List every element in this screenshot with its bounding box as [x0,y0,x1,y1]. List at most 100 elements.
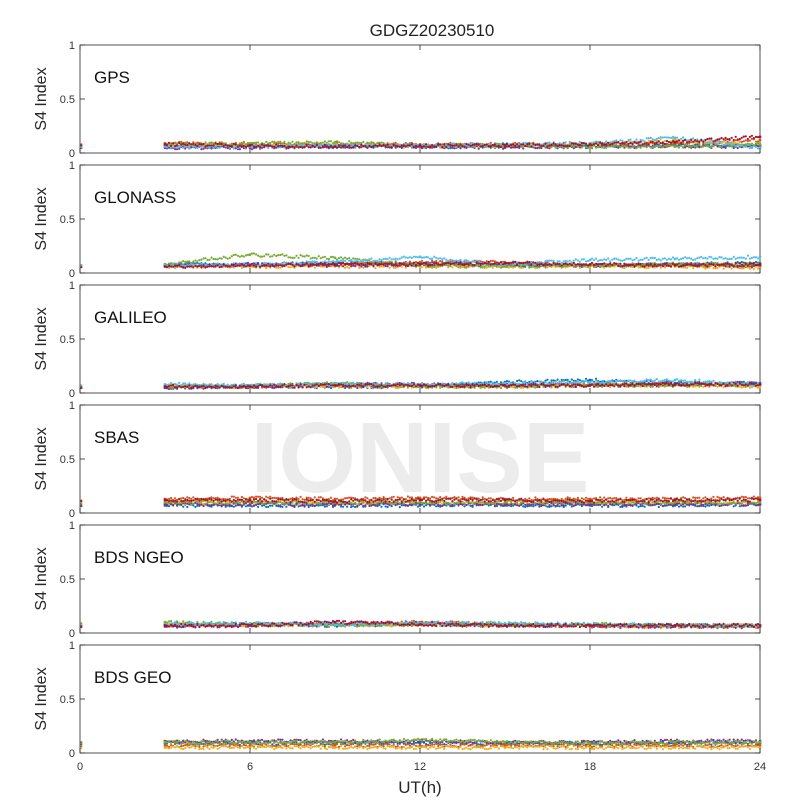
data-point [730,136,733,139]
data-point [740,144,743,147]
data-point [756,257,760,260]
data-point [556,262,559,265]
data-point [633,141,636,144]
data-point [471,142,474,145]
data-point [578,260,582,263]
data-point [684,256,687,259]
data-point [568,259,571,262]
data-point [615,262,618,265]
data-point [433,255,436,258]
data-point [277,254,280,257]
data-point [758,266,762,269]
data-point [505,262,509,265]
data-point [708,142,711,145]
data-point [534,267,537,270]
data-point [165,144,169,147]
data-point [570,142,573,145]
data-point [240,263,243,266]
data-point [728,265,731,268]
data-point [390,262,393,265]
data-point [669,263,673,266]
data-point [497,262,500,266]
data-point [595,265,598,268]
data-point [238,264,241,267]
data-point [475,145,478,148]
data-point [732,142,735,145]
data-point [677,146,681,149]
data-point [216,258,219,261]
data-point [331,142,335,145]
data-point [362,260,365,263]
data-point [702,262,705,265]
data-point [388,266,391,269]
data-point [406,146,409,149]
data-point [556,378,559,381]
data-point [675,145,679,148]
data-point [485,143,488,146]
data-point [667,136,671,139]
data-point [364,264,367,267]
data-point [263,144,266,147]
data-point [744,145,747,148]
data-point [754,145,758,148]
data-point [487,260,490,264]
data-point [584,146,588,149]
data-point [748,143,752,147]
data-point [439,145,442,148]
data-point [396,145,399,148]
data-point [740,256,743,259]
data-point [364,144,367,148]
data-point [315,263,318,267]
data-point [453,386,456,389]
data-point [190,263,193,266]
data-point [425,143,428,146]
data-point [344,266,347,270]
data-point [671,256,675,259]
data-point [637,145,640,148]
data-point [368,262,371,265]
data-point [362,258,365,261]
data-point [748,135,752,138]
data-point [394,266,397,269]
data-point [396,258,399,261]
data-point [710,142,713,145]
data-point [694,145,697,148]
data-point [422,261,426,264]
data-point [257,254,260,257]
data-point [688,142,691,145]
data-point [680,265,683,268]
data-point [356,259,359,262]
data-point [690,141,693,144]
data-point [548,259,551,262]
data-point [522,141,525,144]
data-point [307,140,310,143]
data-point [259,255,262,258]
data-point [315,141,318,144]
data-point [477,264,480,267]
data-point [398,264,401,267]
data-point [730,257,733,260]
data-point [742,135,745,138]
data-point [313,145,316,149]
data-point [748,267,752,270]
data-point [714,141,717,144]
data-point [453,147,456,150]
data-point [617,144,620,147]
data-point [677,139,681,142]
data-point [522,146,525,149]
data-point [576,145,580,148]
data-point [560,144,563,147]
data-point [372,146,375,149]
data-point [631,142,634,146]
data-point [180,145,183,148]
data-point [297,256,300,259]
data-point [475,264,478,267]
data-point [167,266,171,269]
data-point [550,259,553,262]
data-point [643,257,646,260]
data-point [532,265,535,268]
data-point [192,260,195,263]
data-point [722,263,725,266]
data-point [603,262,606,265]
data-point [680,137,683,140]
